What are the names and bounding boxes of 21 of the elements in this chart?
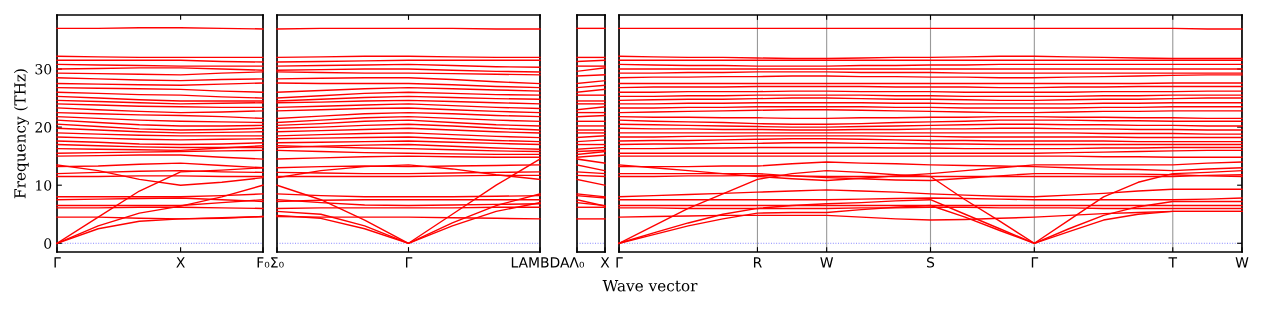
y-tick-label: 20 [35, 122, 52, 133]
x-tick-label: Σ₀ [271, 257, 284, 268]
x-tick-label: R [753, 257, 762, 268]
x-tick-label: F₀ [257, 257, 270, 268]
x-tick-label: T [1168, 257, 1178, 268]
y-tick-label: 30 [35, 63, 52, 75]
x-tick-label: X [600, 257, 610, 268]
x-tick-label: X [176, 257, 185, 268]
x-tick-label: LAMBDA [511, 257, 570, 268]
x-tick-label: Γ [54, 257, 61, 268]
x-tick-label: W [820, 257, 834, 268]
y-tick-label: 0 [44, 238, 52, 249]
x-tick-label: W [1235, 257, 1249, 268]
x-tick-label: Γ [1031, 257, 1039, 268]
x-tick-label: Γ [405, 257, 413, 268]
y-axis-title: Frequency (THz) [13, 69, 29, 199]
x-tick-label: S [927, 257, 935, 268]
y-tick-label: 10 [36, 180, 52, 191]
x-tick-label: Λ₀ [569, 257, 585, 268]
x-tick-label: Γ [616, 257, 623, 268]
x-axis-title: Wave vector [602, 280, 698, 292]
